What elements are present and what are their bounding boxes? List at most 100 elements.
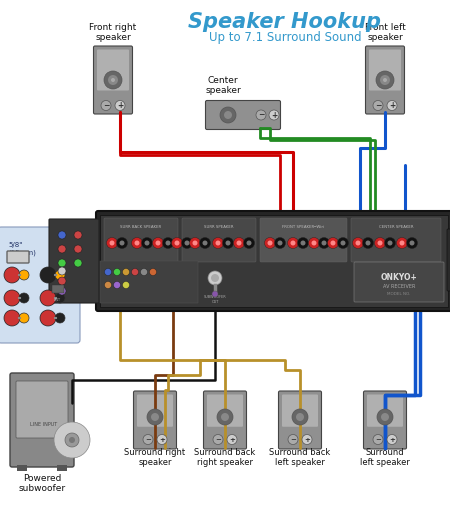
Circle shape: [131, 237, 143, 249]
Circle shape: [222, 237, 234, 249]
FancyBboxPatch shape: [7, 251, 29, 263]
Circle shape: [363, 237, 374, 249]
Circle shape: [171, 237, 183, 249]
Circle shape: [376, 71, 394, 89]
Circle shape: [387, 434, 397, 444]
Text: Front right
speaker: Front right speaker: [90, 23, 137, 42]
Circle shape: [378, 241, 382, 245]
Circle shape: [352, 237, 364, 249]
Circle shape: [288, 434, 298, 444]
Text: SUBWOOFER: SUBWOOFER: [203, 295, 226, 299]
Circle shape: [321, 241, 327, 245]
Circle shape: [330, 241, 336, 245]
Circle shape: [311, 241, 316, 245]
Bar: [52, 285, 64, 293]
Circle shape: [225, 241, 230, 245]
FancyBboxPatch shape: [260, 218, 347, 262]
Circle shape: [4, 267, 20, 283]
Circle shape: [278, 241, 283, 245]
Circle shape: [302, 434, 312, 444]
Circle shape: [65, 433, 79, 447]
Circle shape: [19, 270, 29, 280]
Circle shape: [122, 269, 130, 276]
Circle shape: [184, 241, 189, 245]
FancyBboxPatch shape: [96, 211, 450, 311]
Circle shape: [383, 78, 387, 82]
FancyBboxPatch shape: [49, 219, 99, 303]
Circle shape: [104, 269, 112, 276]
Circle shape: [356, 241, 360, 245]
FancyBboxPatch shape: [282, 395, 318, 427]
Text: −: −: [103, 101, 109, 110]
Circle shape: [111, 78, 115, 82]
FancyBboxPatch shape: [0, 227, 80, 343]
Circle shape: [400, 241, 405, 245]
Text: FRONT SPEAKER─Wiri: FRONT SPEAKER─Wiri: [283, 225, 324, 229]
Text: +: +: [389, 101, 395, 110]
Circle shape: [380, 75, 390, 85]
Circle shape: [224, 111, 232, 119]
FancyBboxPatch shape: [369, 49, 401, 90]
Circle shape: [396, 237, 408, 249]
Circle shape: [143, 434, 153, 444]
Circle shape: [153, 237, 163, 249]
Circle shape: [115, 100, 125, 110]
Circle shape: [377, 409, 393, 425]
Circle shape: [208, 271, 222, 285]
Text: Surround
left speaker: Surround left speaker: [360, 448, 410, 467]
Circle shape: [55, 313, 65, 323]
Text: Surround back
left speaker: Surround back left speaker: [270, 448, 331, 467]
Text: +: +: [229, 436, 235, 442]
Bar: [17, 465, 27, 471]
Text: AV RECEIVER: AV RECEIVER: [383, 285, 415, 289]
Circle shape: [265, 237, 275, 249]
Circle shape: [113, 269, 121, 276]
Circle shape: [58, 245, 66, 253]
Circle shape: [202, 241, 207, 245]
FancyBboxPatch shape: [207, 395, 243, 427]
Circle shape: [297, 237, 309, 249]
Circle shape: [149, 269, 157, 276]
Text: 5/8"
(15mm): 5/8" (15mm): [8, 242, 36, 255]
Circle shape: [19, 313, 29, 323]
Text: +: +: [117, 101, 123, 110]
Circle shape: [140, 269, 148, 276]
Circle shape: [216, 241, 220, 245]
Bar: [57, 465, 67, 471]
Text: OUT: OUT: [212, 300, 219, 304]
Text: ANT: ANT: [54, 298, 62, 302]
FancyBboxPatch shape: [16, 381, 68, 438]
Circle shape: [243, 237, 255, 249]
Circle shape: [374, 237, 386, 249]
Circle shape: [212, 237, 224, 249]
Bar: [100, 215, 448, 307]
Circle shape: [292, 409, 308, 425]
Circle shape: [220, 107, 236, 123]
Circle shape: [181, 237, 193, 249]
FancyBboxPatch shape: [182, 218, 256, 262]
FancyBboxPatch shape: [97, 49, 129, 90]
Circle shape: [151, 413, 159, 421]
Circle shape: [58, 267, 66, 275]
FancyBboxPatch shape: [354, 262, 444, 302]
FancyBboxPatch shape: [203, 391, 247, 449]
Circle shape: [247, 241, 252, 245]
Circle shape: [387, 241, 392, 245]
Circle shape: [108, 75, 118, 85]
Circle shape: [19, 293, 29, 303]
FancyBboxPatch shape: [364, 391, 406, 449]
Circle shape: [55, 270, 65, 280]
Circle shape: [104, 71, 122, 89]
Circle shape: [301, 241, 306, 245]
Circle shape: [384, 237, 396, 249]
Circle shape: [365, 241, 370, 245]
Circle shape: [341, 241, 346, 245]
Circle shape: [157, 434, 167, 444]
Circle shape: [256, 110, 266, 120]
Text: LINE INPUT: LINE INPUT: [31, 423, 58, 427]
FancyBboxPatch shape: [365, 46, 405, 114]
Text: Surround right
speaker: Surround right speaker: [125, 448, 185, 467]
FancyBboxPatch shape: [447, 229, 450, 291]
Text: −: −: [258, 110, 264, 119]
Text: −: −: [375, 101, 381, 110]
